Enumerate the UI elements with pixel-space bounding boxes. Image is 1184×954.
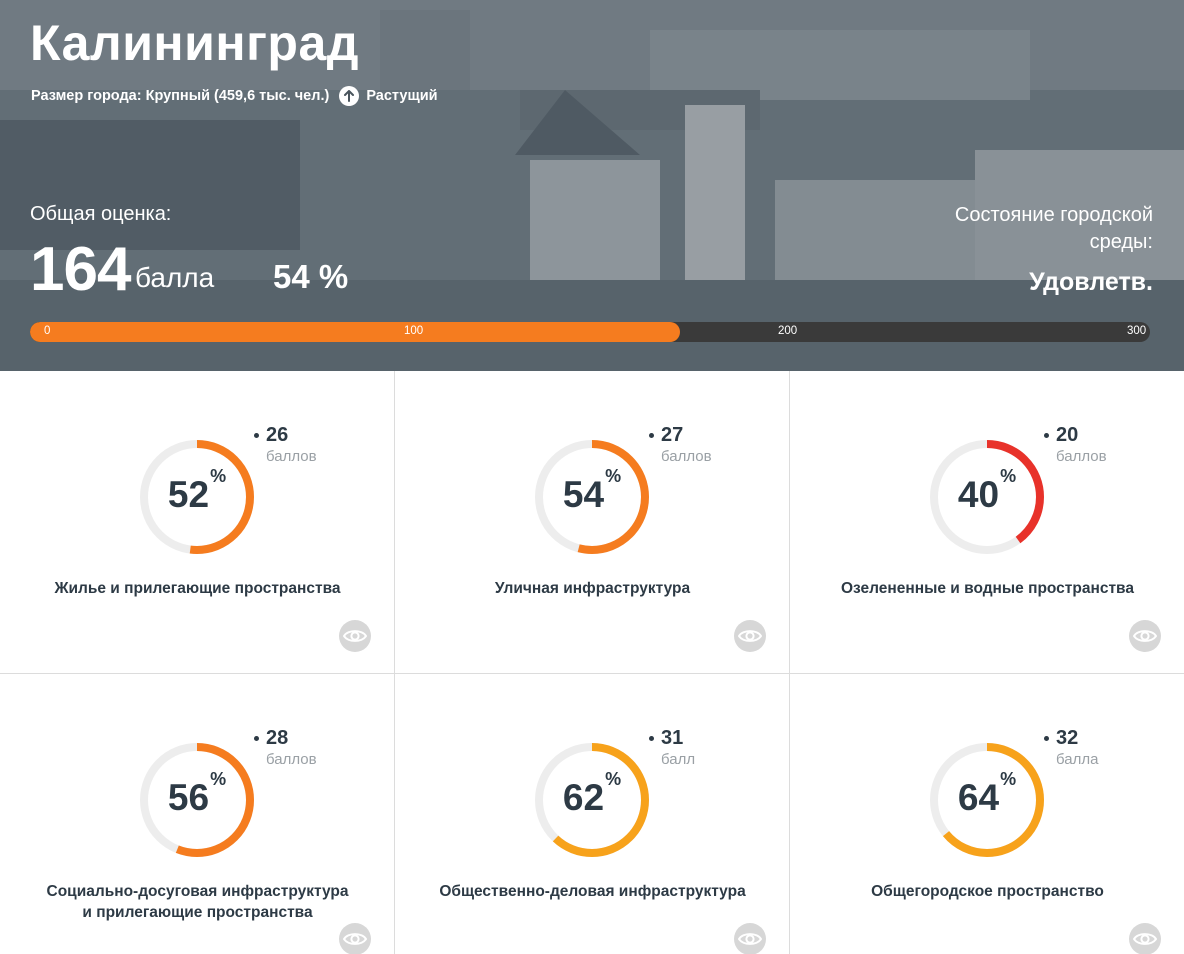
category-points-value: 27 bbox=[661, 424, 684, 446]
category-title: Озелененные и водные пространства bbox=[840, 580, 1134, 597]
eye-icon bbox=[738, 933, 762, 945]
category-points-unit: баллов bbox=[1056, 448, 1107, 465]
score-ring bbox=[535, 743, 649, 857]
score-ring-fill bbox=[535, 743, 649, 857]
category-points-value: 31 bbox=[661, 727, 684, 749]
overall-score-percent: 54 % bbox=[273, 258, 349, 295]
score-ring bbox=[140, 440, 254, 554]
arrow-up-icon bbox=[339, 86, 360, 106]
category-percent-value: 52 bbox=[167, 474, 210, 515]
category-percent-value: 40 bbox=[957, 474, 1000, 515]
category-points: 28 баллов bbox=[254, 727, 317, 768]
score-ring bbox=[930, 440, 1044, 554]
percent-sign: % bbox=[1000, 466, 1017, 486]
category-percent-value: 56 bbox=[167, 777, 210, 818]
city-size-info: Размер города: Крупный (459,6 тыс. чел.)… bbox=[31, 86, 438, 106]
environment-state-label: Состояние городской среды: bbox=[954, 204, 1153, 253]
percent-sign: % bbox=[210, 769, 227, 789]
category-points-unit: балла bbox=[1056, 751, 1099, 768]
score-progress-fill bbox=[30, 322, 681, 342]
category-points-value: 20 bbox=[1056, 424, 1079, 446]
category-percent: 52% bbox=[137, 466, 257, 516]
score-ring-fill bbox=[535, 440, 649, 554]
category-points-unit: баллов bbox=[266, 751, 317, 768]
category-points: 31 балл bbox=[649, 727, 695, 768]
category-points-value: 26 bbox=[266, 424, 289, 446]
city-name: Калининград bbox=[30, 15, 359, 71]
details-button[interactable] bbox=[734, 923, 766, 954]
score-ring-fill bbox=[140, 440, 254, 554]
category-percent: 64% bbox=[927, 769, 1047, 819]
category-title: Общественно-деловая инфраструктура bbox=[439, 883, 746, 900]
category-percent: 56% bbox=[137, 769, 257, 819]
percent-sign: % bbox=[605, 466, 622, 486]
details-button[interactable] bbox=[734, 620, 766, 652]
environment-state-value: Удовлетв. bbox=[1029, 268, 1153, 296]
details-button[interactable] bbox=[339, 620, 371, 652]
category-percent: 62% bbox=[532, 769, 652, 819]
category-percent-value: 62 bbox=[562, 777, 605, 818]
category-points-value: 28 bbox=[266, 727, 289, 749]
eye-icon bbox=[738, 630, 762, 642]
score-ring bbox=[535, 440, 649, 554]
category-card: 40% 20 баллов Озелененные и водные прост… bbox=[790, 371, 1184, 674]
progress-tick-100: 100 bbox=[404, 325, 424, 337]
category-title: Уличная инфраструктура bbox=[494, 580, 691, 597]
overall-score-unit: балла bbox=[135, 262, 215, 293]
city-size-label: Размер города: Крупный (459,6 тыс. чел.) bbox=[31, 88, 330, 104]
score-ring-fill bbox=[930, 440, 1044, 554]
progress-tick-200: 200 bbox=[778, 325, 798, 337]
city-trend: Растущий bbox=[339, 86, 438, 106]
category-points: 20 баллов bbox=[1044, 424, 1107, 465]
category-points-unit: баллов bbox=[266, 448, 317, 465]
category-title: Социально-досуговая инфраструктура и при… bbox=[46, 883, 349, 921]
bullet-dot bbox=[254, 433, 259, 438]
eye-icon bbox=[1133, 933, 1157, 945]
score-ring-fill bbox=[930, 743, 1044, 857]
eye-icon bbox=[343, 933, 367, 945]
details-button[interactable] bbox=[1129, 923, 1161, 954]
progress-tick-300: 300 bbox=[1127, 325, 1147, 337]
category-card: 54% 27 баллов Уличная инфраструктура bbox=[395, 371, 790, 674]
category-title: Общегородское пространство bbox=[871, 883, 1104, 900]
percent-sign: % bbox=[1000, 769, 1017, 789]
category-card: 56% 28 баллов Социально-досуговая инфрас… bbox=[0, 674, 395, 954]
category-percent: 40% bbox=[927, 466, 1047, 516]
bullet-dot bbox=[254, 736, 259, 741]
details-button[interactable] bbox=[1129, 620, 1161, 652]
category-points-value: 32 bbox=[1056, 727, 1079, 749]
category-points: 26 баллов bbox=[254, 424, 317, 465]
category-card: 64% 32 балла Общегородское пространство bbox=[790, 674, 1184, 954]
category-points: 32 балла bbox=[1044, 727, 1098, 768]
percent-sign: % bbox=[210, 466, 227, 486]
city-hero: Калининград Размер города: Крупный (459,… bbox=[0, 0, 1184, 371]
percent-sign: % bbox=[605, 769, 622, 789]
score-ring-fill bbox=[140, 743, 254, 857]
category-percent-value: 64 bbox=[957, 777, 1000, 818]
bullet-dot bbox=[649, 736, 654, 741]
score-progress-bar: 0 100 200 300 bbox=[30, 322, 1150, 342]
category-percent-value: 54 bbox=[562, 474, 605, 515]
city-photo-background bbox=[0, 0, 1184, 371]
city-trend-label: Растущий bbox=[366, 88, 438, 104]
category-card: 52% 26 баллов Жилье и прилегающие простр… bbox=[0, 371, 395, 674]
score-ring bbox=[930, 743, 1044, 857]
category-title: Жилье и прилегающие пространства bbox=[54, 580, 341, 597]
bullet-dot bbox=[1044, 736, 1049, 741]
overall-score-label: Общая оценка: bbox=[30, 203, 172, 225]
progress-tick-0: 0 bbox=[44, 325, 51, 337]
eye-icon bbox=[1133, 630, 1157, 642]
category-grid: 52% 26 баллов Жилье и прилегающие простр… bbox=[0, 371, 1184, 954]
details-button[interactable] bbox=[339, 923, 371, 954]
category-card: 62% 31 балл Общественно-деловая инфрастр… bbox=[395, 674, 790, 954]
category-percent: 54% bbox=[532, 466, 652, 516]
bullet-dot bbox=[649, 433, 654, 438]
score-ring bbox=[140, 743, 254, 857]
bullet-dot bbox=[1044, 433, 1049, 438]
category-points-unit: балл bbox=[661, 751, 696, 768]
category-points-unit: баллов bbox=[661, 448, 712, 465]
overall-score-value: 164 bbox=[30, 235, 131, 304]
eye-icon bbox=[343, 630, 367, 642]
category-points: 27 баллов bbox=[649, 424, 712, 465]
